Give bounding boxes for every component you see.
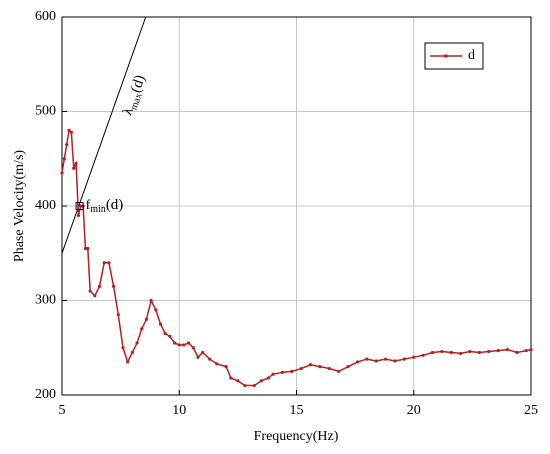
- data-point: [79, 204, 83, 208]
- data-point: [65, 142, 69, 147]
- data-point: [365, 357, 369, 361]
- data-point: [102, 261, 106, 265]
- data-point: [346, 365, 350, 369]
- data-point: [215, 362, 219, 366]
- data-point: [163, 331, 167, 336]
- data-point: [236, 379, 240, 383]
- data-point: [290, 369, 294, 373]
- marker-label: fmin(d): [86, 197, 124, 215]
- data-point: [182, 343, 186, 347]
- data-point: [201, 350, 205, 355]
- data-point: [468, 349, 472, 354]
- data-point: [177, 343, 181, 347]
- data-point: [529, 348, 533, 352]
- data-point: [67, 128, 71, 132]
- data-point: [140, 327, 144, 331]
- data-point: [69, 130, 73, 134]
- data-point: [135, 341, 139, 345]
- data-point: [149, 298, 153, 303]
- data-point: [280, 370, 285, 374]
- data-point: [172, 341, 177, 345]
- data-point: [515, 350, 519, 355]
- data-point: [86, 246, 90, 251]
- y-tick-label: 600: [35, 9, 56, 24]
- data-point: [116, 313, 120, 317]
- data-point: [449, 350, 453, 355]
- data-point: [505, 348, 510, 352]
- data-point: [83, 246, 88, 251]
- data-point: [421, 353, 425, 357]
- data-point: [72, 166, 76, 170]
- data-point: [60, 171, 64, 175]
- data-point: [130, 350, 134, 355]
- x-tick-label: 10: [172, 403, 186, 418]
- data-point: [187, 341, 191, 345]
- label-sub: min: [90, 204, 106, 215]
- data-point: [487, 349, 491, 354]
- data-point: [271, 372, 275, 376]
- data-point: [266, 376, 270, 380]
- data-point: [299, 366, 303, 371]
- data-point: [88, 289, 92, 293]
- y-tick-label: 300: [35, 293, 56, 308]
- data-point: [252, 383, 256, 388]
- data-point: [477, 350, 482, 355]
- data-point: [196, 355, 200, 359]
- data-point: [308, 363, 313, 367]
- data-point: [121, 346, 125, 350]
- data-point: [208, 357, 212, 361]
- reference-line: [62, 17, 147, 254]
- data-point: [430, 350, 435, 355]
- data-point: [154, 308, 158, 312]
- data-point: [224, 365, 228, 369]
- x-tick-label: 5: [59, 403, 66, 418]
- legend-marker: [444, 54, 448, 58]
- label-tail: (d): [128, 73, 149, 95]
- data-point: [412, 355, 416, 359]
- marker-square: [75, 202, 84, 210]
- y-tick-label: 200: [35, 387, 56, 402]
- data-point: [229, 376, 233, 380]
- data-point: [243, 383, 247, 388]
- data-point: [459, 351, 463, 356]
- data-point: [93, 294, 97, 298]
- data-point: [76, 213, 81, 218]
- data-point: [158, 322, 163, 326]
- data-point: [524, 348, 528, 353]
- x-axis-title: Frequency(Hz): [254, 429, 339, 444]
- y-axis-title: Phase Velocity(m/s): [12, 150, 27, 262]
- y-tick-label: 500: [35, 104, 56, 119]
- data-point: [327, 366, 331, 371]
- data-point: [107, 261, 111, 265]
- plot-frame: [61, 16, 532, 396]
- label-tail: (d): [106, 197, 124, 213]
- x-tick-label: 20: [407, 403, 421, 418]
- data-point: [402, 357, 406, 361]
- data-point: [496, 348, 500, 353]
- data-point: [355, 360, 360, 364]
- data-point: [74, 161, 78, 166]
- data-point: [144, 317, 149, 321]
- data-point: [374, 359, 378, 363]
- data-point: [168, 334, 172, 339]
- y-tick-label: 400: [35, 198, 56, 213]
- data-point: [337, 369, 341, 373]
- data-point: [62, 157, 66, 161]
- data-point: [393, 359, 397, 363]
- label-base: f: [86, 198, 91, 213]
- data-point: [126, 360, 130, 364]
- data-point: [97, 284, 102, 288]
- data-point: [111, 284, 116, 288]
- label-base: λ: [121, 106, 137, 118]
- data-point: [191, 346, 195, 350]
- x-tick-label: 15: [290, 403, 304, 418]
- data-point: [440, 349, 444, 354]
- x-tick-label: 25: [524, 403, 538, 418]
- data-point: [318, 365, 322, 369]
- data-point: [259, 379, 263, 383]
- legend-label: d: [468, 48, 475, 63]
- data-point: [384, 357, 388, 361]
